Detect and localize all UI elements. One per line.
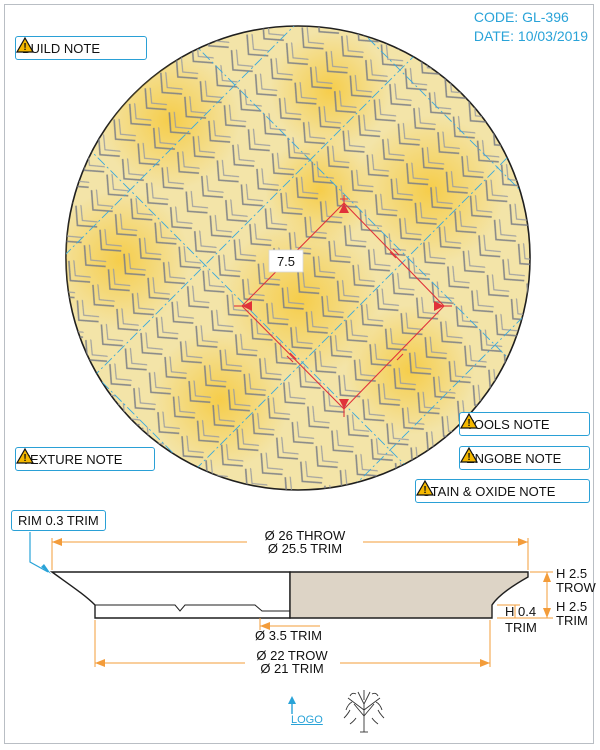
- outer-throw-diameter: Ø 26 THROW: [265, 528, 346, 543]
- outer-trim-diameter: Ø 25.5 TRIM: [268, 541, 342, 556]
- svg-text:!: !: [23, 453, 26, 464]
- drawing-date: DATE: 10/03/2019: [473, 28, 588, 44]
- engobe-note-text: ENGOBE NOTE: [466, 450, 562, 466]
- svg-text:!: !: [23, 42, 26, 53]
- drawing-frame: [4, 4, 594, 744]
- logo-tree-icon: [343, 690, 385, 733]
- engobe-note-badge: ! ENGOBE NOTE: [459, 446, 590, 470]
- stain-oxide-note-badge: ! STAIN & OXIDE NOTE: [415, 479, 590, 503]
- tools-note-badge: ! TOOLS NOTE: [459, 412, 590, 436]
- foot-height-value: H 0.4: [505, 604, 536, 619]
- height-trim-label: TRIM: [556, 613, 588, 628]
- foot-outer-trim-diameter: Ø 21 TRIM: [260, 661, 323, 676]
- build-note-badge: ! BUILD NOTE: [15, 36, 147, 60]
- logo-label: LOGO: [291, 714, 323, 726]
- plate-section-view: Ø 26 THROW Ø 25.5 TRIM H 2.5 TROW H 2.5 …: [29, 528, 596, 677]
- build-note-text: BUILD NOTE: [22, 40, 101, 56]
- foot-outer-throw-diameter: Ø 22 TROW: [256, 648, 328, 663]
- height-throw-label: TROW: [556, 580, 596, 595]
- height-throw-value: H 2.5: [556, 566, 587, 581]
- texture-note-badge: ! TEXTURE NOTE: [15, 447, 155, 471]
- foot-height-label: TRIM: [505, 620, 537, 635]
- diamond-size-label: 7.5: [277, 254, 295, 269]
- warning-icon: !: [16, 37, 34, 53]
- height-trim-value: H 2.5: [556, 599, 587, 614]
- warning-icon: !: [460, 447, 478, 463]
- foot-inner-diameter: Ø 3.5 TRIM: [255, 628, 322, 643]
- svg-text:!: !: [423, 485, 426, 496]
- stain-oxide-note-text: STAIN & OXIDE NOTE: [422, 483, 556, 499]
- warning-icon: !: [416, 480, 434, 496]
- svg-text:!: !: [467, 452, 470, 463]
- plate-plan-view: 7.5: [65, 25, 531, 491]
- arrow-up-icon: [288, 696, 296, 714]
- drawing-code: CODE: GL-396: [473, 9, 569, 25]
- title-block: CODE: GL-396 DATE: 10/03/2019: [474, 8, 588, 46]
- warning-icon: !: [460, 413, 478, 429]
- warning-icon: !: [16, 448, 34, 464]
- rim-thickness-label: RIM 0.3 TRIM: [11, 510, 106, 531]
- texture-note-text: TEXTURE NOTE: [22, 451, 123, 467]
- svg-text:!: !: [467, 418, 470, 429]
- tools-note-text: TOOLS NOTE: [466, 416, 550, 432]
